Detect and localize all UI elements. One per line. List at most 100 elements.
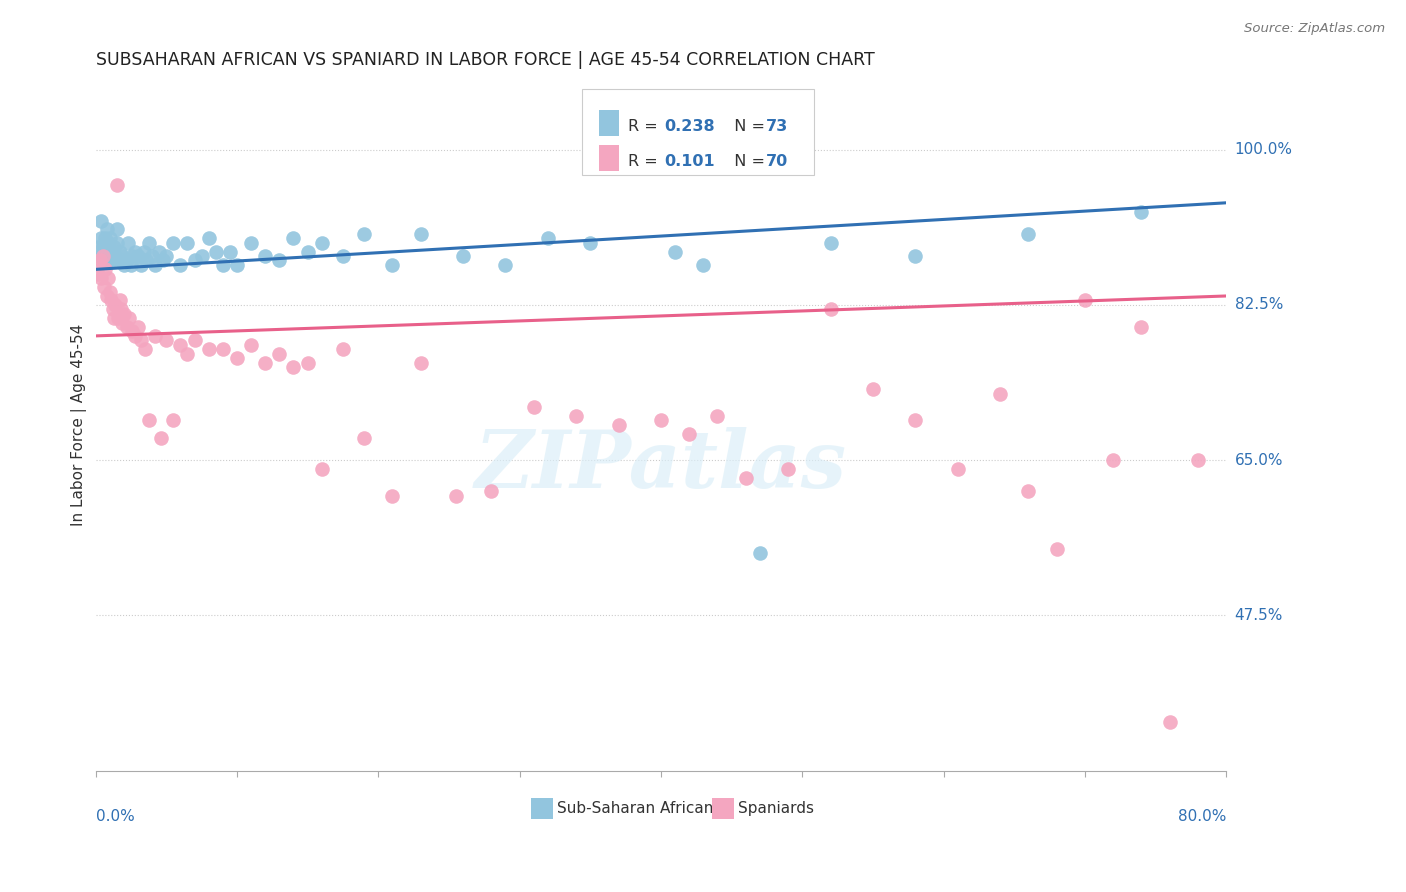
Point (111, 316, 134, 330)
Point (1187, 453, 1209, 467)
Point (94, 231, 117, 245)
Point (108, 244, 131, 259)
Point (112, 307, 135, 321)
Point (155, 334, 177, 348)
Point (1017, 227, 1039, 241)
Bar (711, 798, 734, 819)
Point (537, 231, 560, 245)
Point (93, 280, 115, 294)
Point (105, 222, 128, 236)
Point (748, 546, 770, 560)
Y-axis label: In Labor Force | Age 45-54: In Labor Force | Age 45-54 (72, 324, 87, 525)
Point (132, 244, 155, 259)
Point (946, 462, 969, 476)
Point (96, 289, 118, 303)
Point (862, 382, 884, 396)
Point (1017, 484, 1039, 499)
Text: 47.5%: 47.5% (1234, 608, 1282, 623)
Point (451, 249, 474, 263)
Text: Spaniards: Spaniards (738, 801, 814, 816)
Point (141, 249, 163, 263)
Point (650, 413, 672, 427)
Point (87, 240, 110, 254)
Point (283, 359, 305, 374)
Point (183, 253, 205, 268)
Point (353, 227, 375, 241)
Point (149, 431, 172, 445)
Point (381, 489, 404, 503)
Point (1130, 320, 1153, 334)
Point (94, 262, 117, 277)
Point (409, 355, 432, 369)
Point (678, 426, 700, 441)
Point (1046, 541, 1069, 556)
Point (103, 311, 125, 326)
Point (444, 489, 467, 503)
Point (523, 400, 546, 414)
Point (110, 302, 132, 317)
Point (97, 235, 120, 250)
Point (115, 253, 138, 268)
Point (143, 329, 166, 343)
Text: 80.0%: 80.0% (1178, 809, 1226, 824)
Point (105, 235, 128, 250)
Point (479, 484, 502, 499)
Bar (599, 145, 619, 171)
Point (91, 249, 114, 263)
Text: SUBSAHARAN AFRICAN VS SPANIARD IN LABOR FORCE | AGE 45-54 CORRELATION CHART: SUBSAHARAN AFRICAN VS SPANIARD IN LABOR … (96, 51, 875, 69)
Point (1102, 453, 1125, 467)
Point (89, 253, 111, 268)
Point (138, 413, 160, 427)
Point (904, 413, 927, 427)
Point (565, 409, 588, 423)
Point (103, 240, 125, 254)
Point (94, 235, 117, 250)
Point (332, 342, 354, 356)
Point (225, 351, 247, 365)
Point (820, 235, 842, 250)
Point (100, 293, 122, 308)
Point (734, 471, 756, 485)
Text: 100.0%: 100.0% (1234, 142, 1292, 157)
Point (190, 249, 212, 263)
Text: Sub-Saharan Africans: Sub-Saharan Africans (557, 801, 721, 816)
Point (121, 325, 143, 339)
Point (93, 244, 115, 259)
Text: 73: 73 (766, 120, 789, 134)
Point (297, 355, 319, 369)
Point (1159, 714, 1181, 729)
Point (183, 334, 205, 348)
Point (134, 342, 156, 356)
Point (332, 249, 354, 263)
Text: N =: N = (724, 154, 770, 169)
Point (89, 249, 111, 263)
Point (988, 386, 1011, 401)
Text: R =: R = (628, 120, 664, 134)
Point (197, 231, 219, 245)
Point (197, 342, 219, 356)
Point (104, 249, 127, 263)
Point (283, 231, 305, 245)
Point (118, 311, 141, 326)
Text: 70: 70 (766, 154, 789, 169)
Point (98, 285, 121, 299)
Point (353, 431, 375, 445)
Text: 65.0%: 65.0% (1234, 452, 1284, 467)
Point (104, 298, 127, 312)
Point (381, 258, 404, 272)
Point (706, 409, 728, 423)
Point (254, 249, 277, 263)
Text: 0.0%: 0.0% (96, 809, 135, 824)
Point (162, 235, 184, 250)
Point (129, 258, 152, 272)
Text: 0.238: 0.238 (664, 120, 714, 134)
Point (138, 235, 160, 250)
Point (269, 346, 291, 360)
Point (108, 293, 131, 308)
Point (91, 240, 114, 254)
Point (311, 235, 333, 250)
Point (211, 342, 233, 356)
Bar (599, 110, 619, 136)
Text: ZIPatlas: ZIPatlas (475, 427, 846, 505)
Point (101, 244, 124, 259)
